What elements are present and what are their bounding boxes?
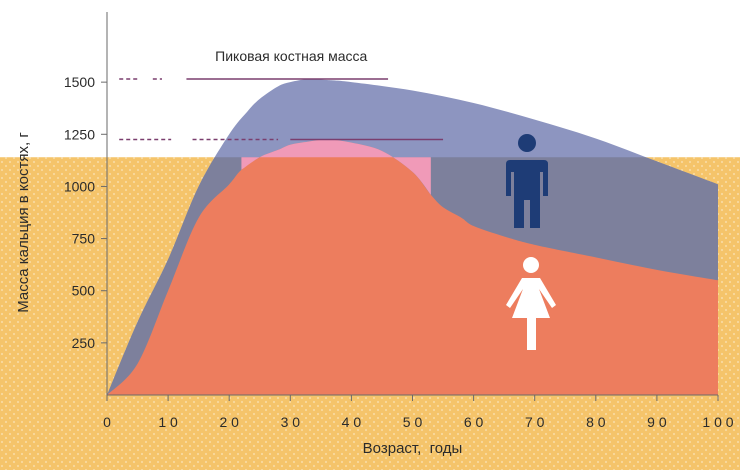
x-tick-label: 1 0 0 (702, 414, 733, 430)
x-tick-label: 0 (103, 414, 111, 430)
x-tick-label: 3 0 (281, 414, 301, 430)
x-tick-label: 9 0 (647, 414, 667, 430)
x-tick-label: 2 0 (219, 414, 239, 430)
x-tick-label: 5 0 (403, 414, 423, 430)
x-tick-label: 4 0 (342, 414, 362, 430)
y-tick-label: 1250 (64, 126, 95, 142)
y-axis-title: Масса кальция в костях, г (15, 132, 32, 313)
y-tick-label: 1500 (64, 74, 95, 90)
x-tick-label: 7 0 (525, 414, 545, 430)
y-tick-label: 500 (72, 283, 96, 299)
y-tick-label: 1000 (64, 178, 95, 194)
y-tick-label: 750 (72, 231, 96, 247)
y-tick-label: 250 (72, 335, 96, 351)
x-axis-title: Возраст, годы (363, 440, 463, 457)
x-tick-label: 6 0 (464, 414, 484, 430)
x-tick-label: 1 0 (158, 414, 178, 430)
x-tick-label: 8 0 (586, 414, 606, 430)
peak-annotation: Пиковая костная масса (215, 48, 367, 64)
